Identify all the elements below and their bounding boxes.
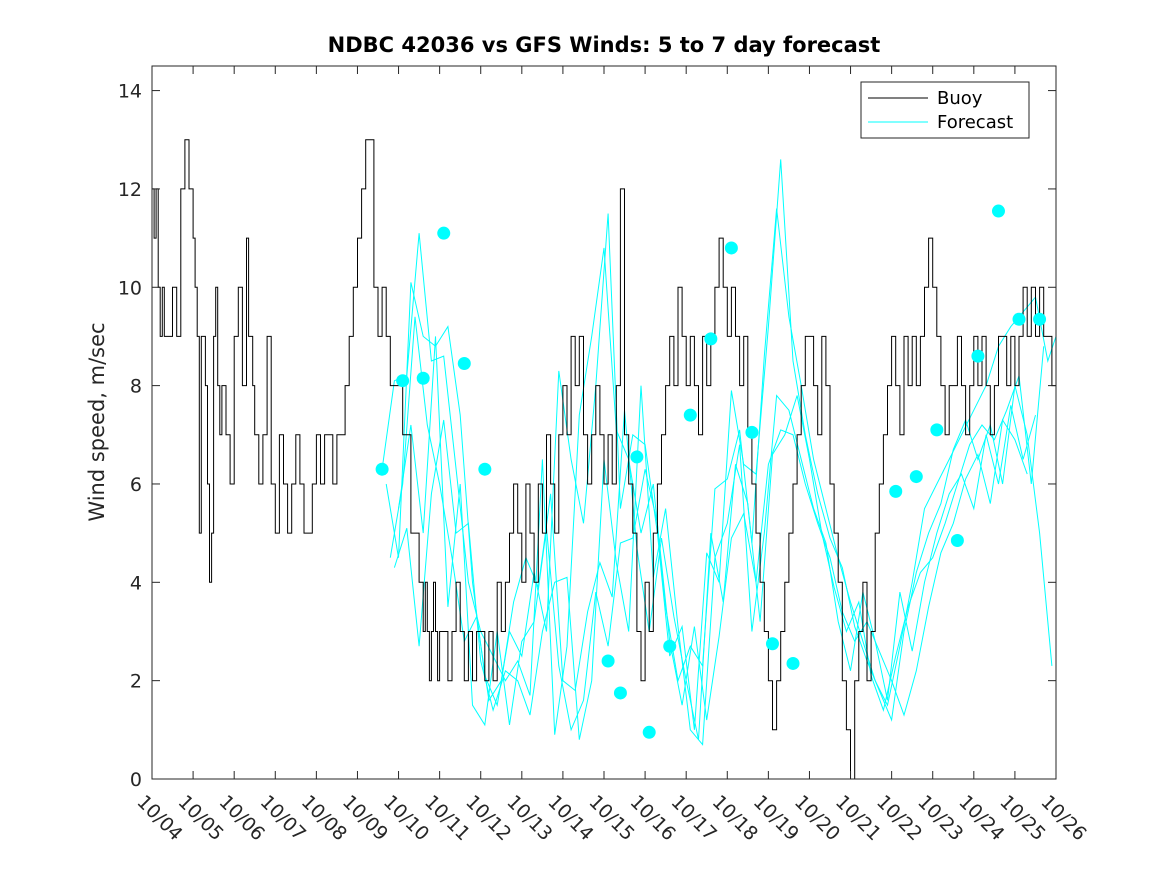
forecast-marker [971, 349, 985, 363]
y-axis-label: Wind speed, m/sec [85, 322, 109, 521]
forecast-line-4 [393, 385, 1036, 746]
y-tick-label: 8 [130, 376, 142, 398]
legend: Buoy Forecast [860, 81, 1030, 139]
buoy-series-group [152, 139, 1056, 780]
y-axis: 0 2 4 6 8 10 12 14 [118, 81, 1056, 791]
forecast-marker [416, 371, 430, 385]
forecast-marker-group [375, 204, 1047, 739]
y-tick-label: 2 [130, 671, 142, 693]
forecast-marker [375, 462, 389, 476]
forecast-marker [704, 332, 718, 346]
forecast-marker [724, 241, 738, 255]
chart-title: NDBC 42036 vs GFS Winds: 5 to 7 day fore… [328, 33, 881, 57]
legend-box [860, 81, 1030, 139]
forecast-marker [683, 408, 697, 422]
forecast-marker [909, 470, 923, 484]
forecast-line-3 [389, 316, 1045, 740]
forecast-marker [1012, 312, 1026, 326]
forecast-marker [630, 450, 644, 464]
y-tick-label: 6 [130, 474, 142, 496]
forecast-marker [991, 204, 1005, 218]
y-tick-label: 14 [118, 81, 142, 103]
forecast-line-1 [381, 208, 1057, 735]
forecast-marker [642, 725, 656, 739]
forecast-marker [1033, 312, 1047, 326]
forecast-marker [396, 374, 410, 388]
legend-forecast-label: Forecast [937, 112, 1013, 133]
forecast-marker [663, 639, 677, 653]
plot-area [152, 66, 1056, 779]
forecast-marker [457, 356, 471, 370]
forecast-marker [765, 637, 779, 651]
forecast-marker [613, 686, 627, 700]
y-tick-label: 0 [130, 769, 142, 791]
forecast-marker [745, 425, 759, 439]
forecast-line-5 [398, 336, 1028, 732]
forecast-marker [601, 654, 615, 668]
legend-buoy-label: Buoy [937, 88, 983, 109]
forecast-line-2 [385, 159, 1053, 730]
forecast-series-group [381, 159, 1057, 746]
forecast-marker [786, 656, 800, 670]
y-tick-label: 10 [118, 277, 142, 299]
forecast-marker [930, 423, 944, 437]
forecast-marker [437, 226, 451, 240]
buoy-line [152, 139, 1056, 780]
forecast-marker [950, 534, 964, 548]
forecast-marker [478, 462, 492, 476]
y-tick-label: 4 [130, 572, 142, 594]
forecast-marker [889, 484, 903, 498]
y-tick-label: 12 [118, 179, 142, 201]
